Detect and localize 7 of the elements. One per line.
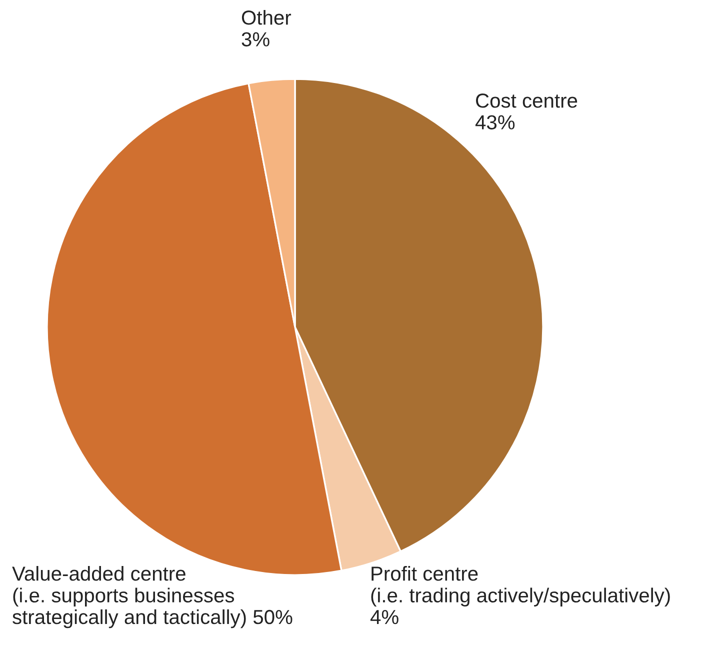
slice-label: Value-added centre (i.e. supports businesses strategically and tactically) 50% [12,566,292,628]
data-label: 3% [242,32,270,46]
slice-label: Profit centre (i.e. trading actively/speculatively) [371,566,670,606]
data-label: 4% [370,610,398,624]
slice-label: Other [242,10,292,25]
data-label: 43% [475,115,515,130]
slice-label: Cost centre [476,94,578,108]
